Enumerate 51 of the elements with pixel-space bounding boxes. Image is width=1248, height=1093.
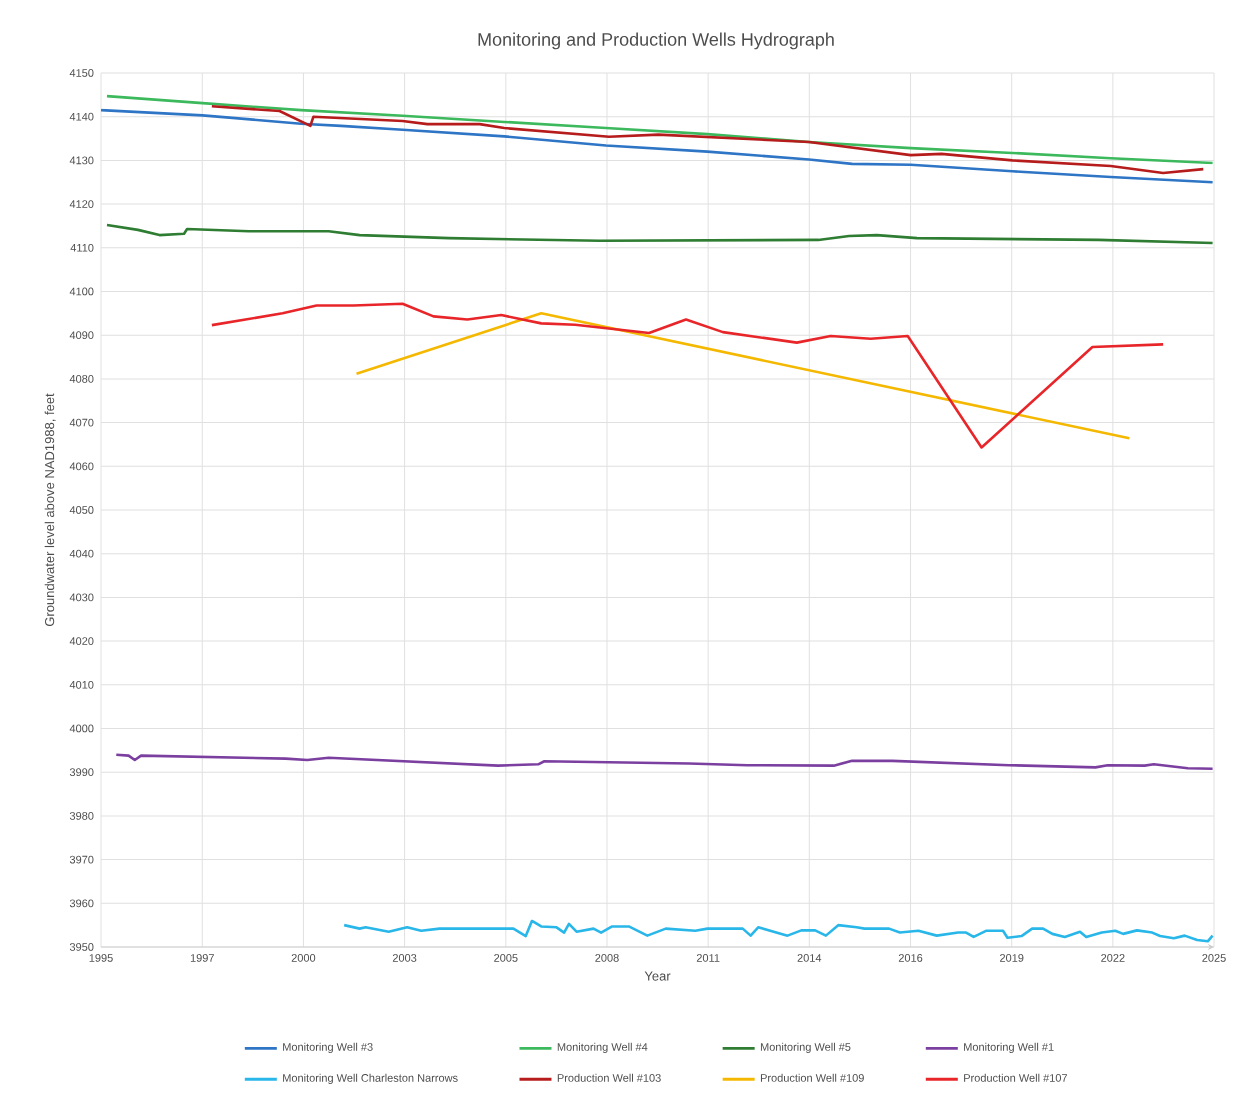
legend-label: Monitoring Well Charleston Narrows [283, 1073, 458, 1085]
y-tick-label: 3970 [69, 855, 94, 864]
x-tick-label: 1997 [190, 954, 214, 962]
y-tick-label: 4020 [69, 637, 94, 646]
x-tick-label: 2000 [291, 954, 316, 962]
y-tick-label: 4150 [69, 69, 94, 77]
y-tick-label: 4090 [69, 331, 94, 340]
legend-label: Production Well #107 [964, 1073, 1068, 1082]
y-tick-label: 3960 [69, 899, 94, 908]
y-tick-label: 4140 [69, 112, 94, 121]
x-tick-label: 2005 [494, 954, 518, 962]
line-series [114, 753, 1214, 771]
legend-label: Monitoring Well #5 [760, 1042, 851, 1054]
y-tick-label: 4080 [69, 375, 94, 383]
legend-label: Production Well #103 [557, 1073, 661, 1082]
line-series [101, 108, 1214, 184]
y-axis-title: Groundwater level above NAD1988, feet [44, 393, 56, 627]
x-tick-label: 2011 [696, 954, 720, 962]
y-tick-label: 4060 [69, 462, 94, 471]
line-series [105, 223, 1214, 245]
y-tick-label: 4130 [69, 156, 94, 165]
y-tick-label: 3990 [69, 768, 94, 777]
line-series [210, 105, 1205, 175]
x-tick-label: 2025 [1202, 954, 1226, 962]
x-tick-label: 2008 [595, 954, 619, 962]
legend-label: Production Well #109 [760, 1073, 864, 1082]
legend-label: Monitoring Well #1 [964, 1042, 1054, 1054]
legend-label: Monitoring Well #4 [557, 1042, 648, 1054]
y-tick-label: 4000 [69, 724, 94, 733]
y-tick-label: 4050 [69, 506, 94, 514]
line-series [342, 919, 1214, 943]
y-tick-label: 4110 [70, 244, 94, 252]
chart-title: Monitoring and Production Wells Hydrograph [478, 32, 834, 50]
x-tick-label: 2022 [1101, 954, 1125, 962]
x-tick-label: 1995 [89, 954, 113, 962]
y-tick-label: 4040 [69, 549, 94, 558]
legend-label: Monitoring Well #3 [283, 1042, 373, 1054]
x-tick-label: 2003 [392, 954, 417, 962]
y-tick-label: 4010 [69, 681, 94, 689]
x-tick-label: 2019 [1000, 954, 1024, 962]
x-axis-title: Year [644, 971, 671, 981]
y-tick-label: 4120 [69, 200, 94, 209]
y-tick-label: 3950 [69, 943, 94, 951]
y-tick-label: 4100 [69, 287, 94, 296]
y-tick-label: 4070 [69, 418, 94, 427]
line-series [105, 94, 1214, 165]
y-tick-label: 4030 [69, 593, 94, 602]
line-series [210, 302, 1165, 449]
x-tick-label: 2016 [898, 954, 923, 962]
x-tick-label: 2014 [797, 954, 822, 962]
y-tick-label: 3980 [69, 812, 94, 820]
